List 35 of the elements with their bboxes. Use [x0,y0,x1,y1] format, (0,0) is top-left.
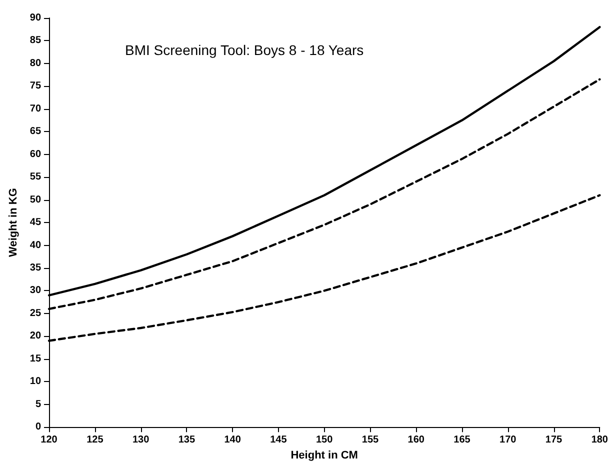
x-tick-label: 135 [178,434,196,446]
x-tick-label: 155 [362,434,380,446]
y-tick-label: 30 [30,285,42,296]
x-tick-label: 180 [591,434,608,446]
x-tick-label: 170 [500,434,517,446]
x-tick-label: 120 [40,434,58,446]
y-tick-label: 5 [35,398,42,410]
y-tick-label: 0 [35,422,42,433]
y-axis-title: Weight in KG [8,188,20,257]
y-tick-label: 80 [30,58,42,69]
x-axis-title: Height in CM [290,450,358,462]
y-tick-label: 70 [30,103,42,114]
y-tick-label: 45 [30,217,42,228]
x-tick-label: 150 [316,434,334,446]
y-tick-label: 35 [30,262,42,274]
text: BMI Screening Tool: Boys 8 - 18 Years [125,42,364,58]
x-tick-label: 130 [132,434,150,446]
y-tick-label: 60 [30,148,42,160]
x-tick-label: 125 [86,434,104,446]
x-tick-label: 140 [224,434,242,446]
y-tick-label: 55 [30,172,42,183]
y-tick-label: 85 [30,35,42,46]
y-tick-label: 40 [30,240,42,251]
x-tick-label: 145 [270,434,288,446]
x-tick-label: 175 [545,434,563,446]
y-tick-label: 15 [30,353,42,364]
y-tick-label: 50 [30,194,42,206]
y-tick-label: 75 [30,80,42,92]
y-tick-label: 90 [30,12,42,24]
x-tick-label: 165 [454,434,471,446]
y-tick-label: 20 [30,330,42,342]
x-tick-label: 160 [408,434,425,446]
y-tick-label: 25 [30,308,42,319]
y-tick-label: 65 [30,126,42,138]
y-tick-label: 10 [30,376,42,388]
